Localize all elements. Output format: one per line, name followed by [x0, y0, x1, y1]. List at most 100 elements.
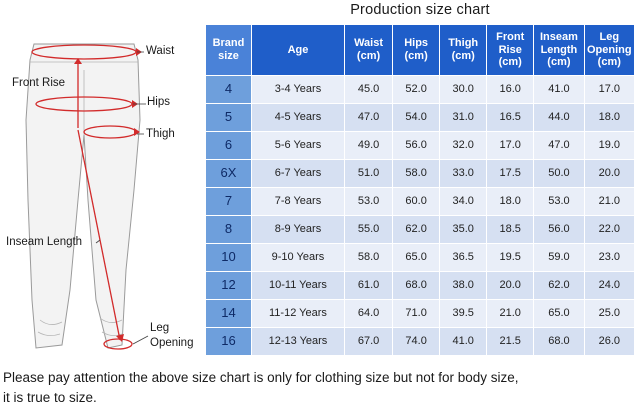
pants-outline-illustration — [25, 43, 149, 350]
header-brand-size: Brand size — [205, 24, 252, 76]
hips-cell: 62.0 — [392, 215, 441, 244]
waist-cell: 61.0 — [343, 271, 394, 300]
hips-cell: 68.0 — [392, 271, 441, 300]
inseam-line — [77, 129, 121, 341]
table-row: 14 11-12 Years 64.0 71.0 39.5 21.0 65.0 25.0 — [205, 299, 636, 328]
waist-cell: 64.0 — [343, 299, 394, 328]
inseam-length-cell: 62.0 — [533, 271, 585, 300]
hips-cell: 71.0 — [392, 299, 441, 328]
inseam-length-cell: 68.0 — [533, 327, 585, 356]
hips-cell: 54.0 — [392, 103, 441, 132]
age-cell: 7-8 Years — [250, 187, 345, 216]
brand-size-cell: 8 — [205, 215, 252, 244]
thigh-cell: 38.0 — [439, 271, 488, 300]
waist-cell: 47.0 — [343, 103, 394, 132]
age-cell: 4-5 Years — [250, 103, 345, 132]
front-rise-cell: 17.0 — [486, 131, 535, 160]
table-row: 10 9-10 Years 58.0 65.0 36.5 19.5 59.0 23.0 — [205, 243, 636, 272]
age-cell: 5-6 Years — [250, 131, 345, 160]
waist-cell: 53.0 — [343, 187, 394, 216]
footer-note: Please pay attention the above size char… — [3, 368, 637, 408]
front-rise-cell: 21.5 — [486, 327, 535, 356]
hips-cell: 58.0 — [392, 159, 441, 188]
leg-opening-cell: 22.0 — [583, 215, 636, 244]
front-rise-cell: 17.5 — [486, 159, 535, 188]
leg-opening-cell: 17.0 — [583, 75, 636, 104]
header-front-rise: Front Rise (cm) — [486, 24, 535, 76]
front-rise-cell: 20.0 — [486, 271, 535, 300]
age-cell: 12-13 Years — [250, 327, 345, 356]
front-rise-cell: 19.5 — [486, 243, 535, 272]
front-rise-cell: 21.0 — [486, 299, 535, 328]
front-rise-cell: 18.5 — [486, 215, 535, 244]
header-waist: Waist (cm) — [343, 24, 394, 76]
brand-size-cell: 14 — [205, 299, 252, 328]
table-header-row: Brand size Age Waist (cm) Hips (cm) Thigh (c… — [205, 24, 636, 76]
leg-opening-cell: 26.0 — [583, 327, 636, 356]
hips-cell: 56.0 — [392, 131, 441, 160]
table-row: 12 10-11 Years 61.0 68.0 38.0 20.0 62.0 24.0 — [205, 271, 636, 300]
leg-opening-ellipse — [103, 338, 133, 350]
age-cell: 10-11 Years — [250, 271, 345, 300]
brand-size-cell: 10 — [205, 243, 252, 272]
leg-opening-cell: 24.0 — [583, 271, 636, 300]
brand-size-cell: 6 — [205, 131, 252, 160]
table-row: 6X 6-7 Years 51.0 58.0 33.0 17.5 50.0 20.0 — [205, 159, 636, 188]
inseam-length-cell: 56.0 — [533, 215, 585, 244]
page-title: Production size chart — [350, 2, 490, 18]
table-row: 5 4-5 Years 47.0 54.0 31.0 16.5 44.0 18.0 — [205, 103, 636, 132]
leg-opening-cell: 20.0 — [583, 159, 636, 188]
inseam-length-cell: 50.0 — [533, 159, 585, 188]
brand-size-cell: 6X — [205, 159, 252, 188]
inseam-length-label: Inseam Length — [6, 236, 83, 248]
thigh-cell: 33.0 — [439, 159, 488, 188]
thigh-cell: 32.0 — [439, 131, 488, 160]
waist-cell: 58.0 — [343, 243, 394, 272]
table-row: 4 3-4 Years 45.0 52.0 30.0 16.0 41.0 17.0 — [205, 75, 636, 104]
waist-cell: 51.0 — [343, 159, 394, 188]
hips-cell: 65.0 — [392, 243, 441, 272]
pants-measurement-diagram: Waist Front Rise Hips Thigh Inseam Lengt… — [0, 0, 205, 360]
table-body: 4 3-4 Years 45.0 52.0 30.0 16.0 41.0 17.0 5 4-5 Y… — [205, 75, 636, 356]
thigh-cell: 34.0 — [439, 187, 488, 216]
inseam-length-cell: 47.0 — [533, 131, 585, 160]
thigh-cell: 35.0 — [439, 215, 488, 244]
waist-label: Waist — [146, 45, 175, 57]
leg-opening-cell: 18.0 — [583, 103, 636, 132]
waist-cell: 55.0 — [343, 215, 394, 244]
waist-cell: 45.0 — [343, 75, 394, 104]
age-cell: 3-4 Years — [250, 75, 345, 104]
header-leg-opening: Leg Opening (cm) — [583, 24, 636, 76]
thigh-label: Thigh — [146, 128, 175, 140]
leg-opening-label-line1: Leg — [150, 322, 170, 334]
age-cell: 9-10 Years — [250, 243, 345, 272]
inseam-length-cell: 41.0 — [533, 75, 585, 104]
leg-opening-label-line2: Opening — [150, 337, 194, 349]
thigh-cell: 39.5 — [439, 299, 488, 328]
leg-opening-cell: 19.0 — [583, 131, 636, 160]
hips-cell: 52.0 — [392, 75, 441, 104]
thigh-cell: 30.0 — [439, 75, 488, 104]
thigh-cell: 31.0 — [439, 103, 488, 132]
table-row: 16 12-13 Years 67.0 74.0 41.0 21.5 68.0 26.0 — [205, 327, 636, 356]
front-rise-cell: 16.5 — [486, 103, 535, 132]
header-age: Age — [250, 24, 345, 76]
age-cell: 11-12 Years — [250, 299, 345, 328]
inseam-length-cell: 44.0 — [533, 103, 585, 132]
footer-note-line1: Please pay attention the above size char… — [3, 370, 519, 385]
brand-size-cell: 7 — [205, 187, 252, 216]
hips-cell: 60.0 — [392, 187, 441, 216]
table-row: 6 5-6 Years 49.0 56.0 32.0 17.0 47.0 19.0 — [205, 131, 636, 160]
inseam-length-cell: 59.0 — [533, 243, 585, 272]
leg-opening-cell: 21.0 — [583, 187, 636, 216]
footer-note-line2: it is true to size. — [3, 390, 97, 405]
age-cell: 6-7 Years — [250, 159, 345, 188]
brand-size-cell: 4 — [205, 75, 252, 104]
table-row: 8 8-9 Years 55.0 62.0 35.0 18.5 56.0 22.0 — [205, 215, 636, 244]
age-cell: 8-9 Years — [250, 215, 345, 244]
hips-label: Hips — [147, 96, 171, 108]
brand-size-cell: 12 — [205, 271, 252, 300]
inseam-length-cell: 65.0 — [533, 299, 585, 328]
brand-size-cell: 5 — [205, 103, 252, 132]
waist-cell: 67.0 — [343, 327, 394, 356]
